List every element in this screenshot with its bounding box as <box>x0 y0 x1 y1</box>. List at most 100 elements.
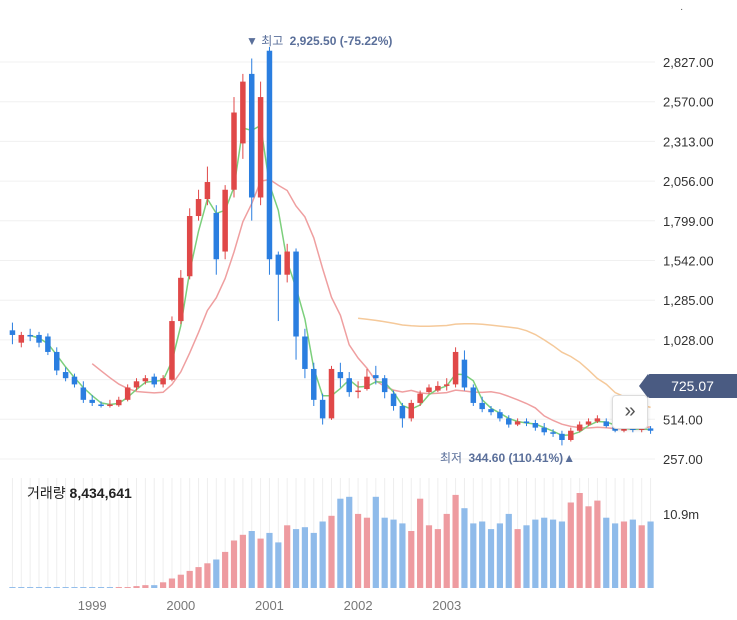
candle-body <box>364 376 370 390</box>
y-tick-label: 1,285.00 <box>663 293 714 308</box>
volume-bar <box>638 525 645 588</box>
candle <box>222 185 228 260</box>
candle-body <box>107 404 113 407</box>
moving-averages <box>29 124 651 437</box>
candle <box>293 248 299 360</box>
volume-bar <box>27 587 34 588</box>
volume-label: 거래량 <box>27 485 66 501</box>
volume-value: 8,434,641 <box>69 485 132 501</box>
candle-body <box>408 402 415 419</box>
volume-bar <box>230 540 238 588</box>
candle-body <box>488 409 494 413</box>
candle-body <box>222 189 228 252</box>
candle-body <box>319 399 326 419</box>
candle-body <box>514 421 521 425</box>
low-value: 344.60 (110.41%) <box>468 451 563 465</box>
y-tick-label: 2,570.00 <box>663 95 714 110</box>
candle <box>302 328 308 379</box>
candle-body <box>443 384 450 386</box>
volume-bar <box>452 494 459 588</box>
candle <box>257 81 264 206</box>
candle <box>142 375 149 385</box>
volume-bar <box>301 527 309 588</box>
y-tick-label: 1,542.00 <box>663 254 714 269</box>
candle <box>594 415 601 424</box>
volume-bar <box>585 506 592 588</box>
candle-body <box>373 375 379 379</box>
candle-body <box>523 421 530 424</box>
candle <box>98 401 104 408</box>
x-tick-label: 2002 <box>344 598 373 613</box>
volume-bar <box>275 542 282 588</box>
double-chevron-right-icon: » <box>624 400 636 422</box>
volume-bar <box>417 498 424 588</box>
volume-bar <box>213 559 220 588</box>
candle-body <box>213 212 220 260</box>
volume-bar <box>44 587 51 588</box>
candle-body <box>80 387 87 400</box>
candle <box>461 350 468 391</box>
candle <box>186 208 193 280</box>
volume-bar <box>310 532 317 588</box>
candle-body <box>204 182 211 200</box>
candle <box>45 333 51 356</box>
volume-bar <box>434 529 441 588</box>
candle <box>532 419 539 431</box>
volume-bar <box>620 521 628 588</box>
candle-body <box>62 372 69 379</box>
candle-body <box>151 376 157 385</box>
volume-bar <box>284 525 291 588</box>
candle-body <box>541 427 547 433</box>
candle <box>381 375 388 399</box>
volume-bar <box>603 517 610 588</box>
candle-body <box>18 334 25 343</box>
candle-body <box>399 406 406 419</box>
candle <box>319 393 326 425</box>
x-tick-label: 2000 <box>166 598 195 613</box>
candle-body <box>550 432 556 434</box>
volume-bar <box>337 498 344 588</box>
candle-body <box>576 424 583 431</box>
candle <box>603 418 610 428</box>
candle-body <box>497 412 503 419</box>
volume-bar <box>204 563 211 588</box>
volume-bar <box>89 587 96 588</box>
ma-short-line <box>29 124 651 437</box>
volume-bar <box>390 519 397 588</box>
candle-body <box>169 321 175 380</box>
candle-body <box>559 433 565 440</box>
candle-body <box>71 376 78 385</box>
candle <box>151 373 157 388</box>
volume-bar <box>35 587 43 588</box>
candle <box>373 365 379 385</box>
candle-body <box>390 393 397 407</box>
volume-bar <box>266 532 273 588</box>
high-value: 2,925.50 (-75.22%) <box>290 34 393 48</box>
candle <box>337 362 344 388</box>
candle-body <box>647 428 654 431</box>
volume-bars <box>9 493 654 588</box>
candle <box>36 331 42 348</box>
candle-body <box>452 351 459 385</box>
candle <box>550 429 556 437</box>
x-tick-label: 2003 <box>432 598 461 613</box>
candle-body <box>355 390 361 393</box>
candle-body <box>98 404 104 407</box>
volume-bar <box>363 517 371 588</box>
candle <box>408 399 415 422</box>
candle-body <box>426 387 432 393</box>
candle <box>204 166 211 206</box>
y-tick-label: 514.00 <box>663 412 703 427</box>
current-price-tag: 725.07 <box>639 374 737 398</box>
candle-body <box>133 381 140 388</box>
candle <box>9 322 16 345</box>
candle <box>62 367 69 382</box>
candle-body <box>470 387 477 403</box>
volume-bar <box>354 513 362 588</box>
candle <box>514 418 521 427</box>
candle-body <box>346 378 352 393</box>
candle <box>107 399 113 408</box>
scroll-right-button[interactable]: » <box>612 395 648 429</box>
volume-bar <box>470 523 477 588</box>
